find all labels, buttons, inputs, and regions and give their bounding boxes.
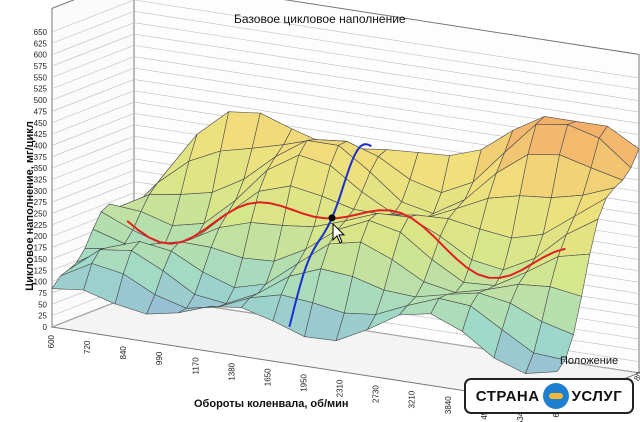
x-tick-label: 1380 xyxy=(227,362,236,380)
x-tick-label: 840 xyxy=(119,346,128,360)
blue-curve xyxy=(288,143,372,328)
x-tick-label: 1950 xyxy=(300,373,309,391)
y-tick-label: 175 xyxy=(34,244,48,253)
handshake-icon xyxy=(542,383,569,409)
y-tick-label: 525 xyxy=(34,85,48,94)
x-tick-label: 6 xyxy=(552,412,561,417)
y-gridline xyxy=(51,11,640,90)
x-tick-label: 5340 xyxy=(516,407,525,422)
y-tick-label: 575 xyxy=(34,62,48,71)
y-tick-label: 425 xyxy=(34,130,48,139)
logo-text-right: УСЛУГ xyxy=(571,387,623,405)
y-gridline xyxy=(51,45,640,124)
y-tick-label: 275 xyxy=(34,198,48,207)
x-tick-labels: 600 720 840 990 1170 1380 1650 1950 2310 2730 3210… xyxy=(47,334,561,422)
y-gridline xyxy=(51,56,640,136)
x-tick-label: 3840 xyxy=(444,396,453,414)
y-gridline xyxy=(51,90,640,170)
depth-axis-label: Положение xyxy=(560,355,619,367)
y-tick-label: 250 xyxy=(34,210,48,219)
intersection-point xyxy=(328,214,336,222)
y-tick-label: 0 xyxy=(43,323,48,332)
curve-lines xyxy=(126,143,566,328)
y-gridline xyxy=(51,79,640,158)
x-axis-label: Обороты коленвала, об/мин xyxy=(194,398,349,410)
y-tick-label: 600 xyxy=(34,51,48,60)
x-tick-label: 600 xyxy=(47,334,56,348)
y-gridline xyxy=(51,0,640,79)
y-tick-label: 100 xyxy=(34,278,48,287)
y-tick-label: 350 xyxy=(34,164,48,173)
y-gridline xyxy=(51,33,640,113)
mouse-pointer-icon xyxy=(332,222,346,244)
y-tick-label: 650 xyxy=(34,28,48,37)
x-tick-label: 2310 xyxy=(336,379,345,397)
x-tick-label: 1650 xyxy=(263,368,272,386)
y-tick-label: 500 xyxy=(34,96,48,105)
y-gridline xyxy=(51,22,640,101)
x-tick-label: 990 xyxy=(155,351,164,365)
y-tick-label: 400 xyxy=(34,141,48,150)
y-tick-label: 450 xyxy=(34,119,48,128)
mouse-cursor xyxy=(328,214,346,244)
logo-text-left: СТРАНА xyxy=(475,387,540,405)
y-tick-labels: 0 25 50 75 100 125 150 175 200 225 250 275 300 325 350… xyxy=(34,28,48,332)
chart-title: Базовое цикловое наполнение xyxy=(234,12,406,26)
y-tick-label: 75 xyxy=(38,289,47,298)
depth-tick-label: 80 xyxy=(632,370,640,383)
y-gridline xyxy=(51,67,640,147)
y-tick-label: 300 xyxy=(34,187,48,196)
y-tick-label: 625 xyxy=(34,39,48,48)
stranauslug-logo: СТРАНА УСЛУГ xyxy=(464,378,634,414)
y-tick-label: 325 xyxy=(34,176,48,185)
x-tick-label: 720 xyxy=(83,340,92,354)
surface-cell xyxy=(524,352,566,374)
y-tick-label: 475 xyxy=(34,107,48,116)
y-tick-label: 200 xyxy=(34,232,48,241)
x-tick-label: 1170 xyxy=(191,357,200,375)
y-tick-label: 25 xyxy=(38,312,47,321)
x-tick-label: 2730 xyxy=(372,385,381,403)
y-tick-label: 550 xyxy=(34,73,48,82)
y-tick-label: 50 xyxy=(38,300,47,309)
y-tick-label: 225 xyxy=(34,221,48,230)
x-tick-label: 3210 xyxy=(408,390,417,408)
y-tick-label: 375 xyxy=(34,153,48,162)
y-tick-label: 150 xyxy=(34,255,48,264)
y-tick-label: 125 xyxy=(34,266,48,275)
red-curve xyxy=(126,201,566,279)
y-axis-label: Цикловое наполнение, мг/цикл xyxy=(24,121,36,291)
